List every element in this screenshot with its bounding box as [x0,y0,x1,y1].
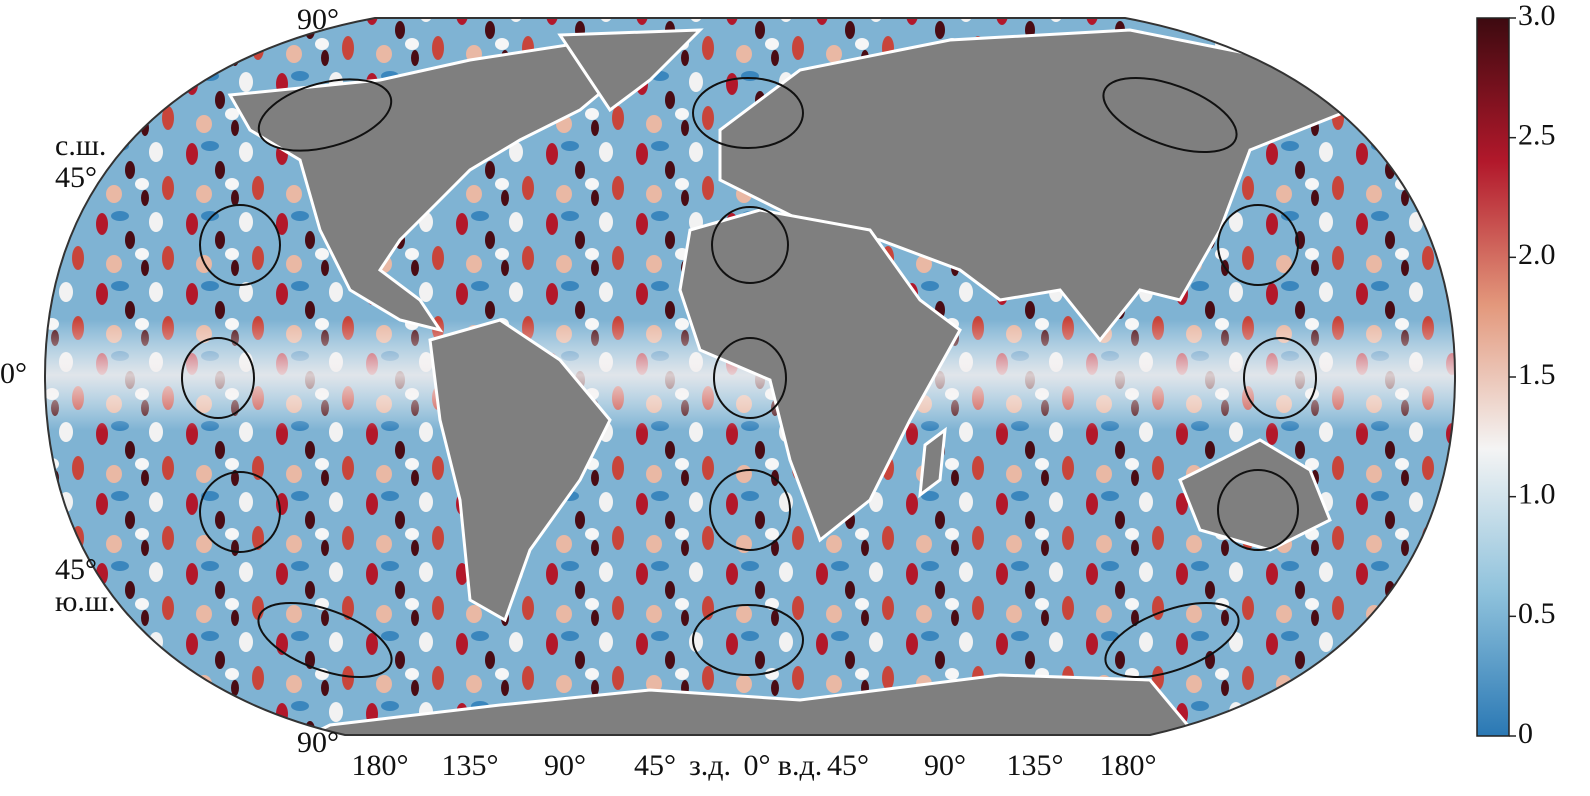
lon-label: 135° [442,749,499,782]
colorbar-ticks: 0 0.5 1.0 1.5 2.0 2.5 3.0 [1509,0,1556,750]
region-ring [692,604,804,676]
colorbar-tick-label: 2.5 [1518,119,1556,152]
lat-label: с.ш. [55,129,106,162]
south-america [428,318,612,623]
lon-label: 45° [827,749,869,782]
map-outline [43,17,1457,736]
lon-label: з.д. [689,749,731,782]
region-ring [199,204,281,286]
colorbar-tick-label: 0 [1518,717,1533,750]
madagascar [918,426,947,499]
region-ring [257,602,393,678]
lat-label: 45° [55,161,97,194]
region-ring [709,469,791,551]
region-ring [711,206,789,284]
lon-label: 180° [1100,749,1157,782]
region-ring [181,337,255,419]
region-ring [713,337,787,419]
region-ring [1243,337,1317,419]
greenland [557,28,704,113]
lon-label: 90° [924,749,966,782]
colorbar-tick-label: 3.0 [1518,0,1556,32]
colorbar-tick-label: 1.5 [1518,358,1556,391]
region-ring [1217,469,1299,551]
lat-label: 90° [297,726,339,759]
australia [1178,438,1332,552]
lon-label: 45° [634,749,676,782]
colorbar-tick-label: 1.0 [1518,478,1556,511]
lat-label: 90° [297,3,339,36]
lat-label: 45° [55,553,97,586]
region-ring [1217,204,1299,286]
region-ring [1104,602,1240,678]
lon-labels: 180° 135° 90° 45° з.д. 0° в.д. 45° 90° 135° 180° [352,749,1157,782]
region-ring [1102,77,1238,153]
lat-label: ю.ш. [55,585,116,618]
colorbar-tick-label: 0.5 [1518,597,1556,630]
region-ring [257,78,393,152]
africa [678,208,962,543]
antarctica [299,673,1204,735]
colorbar-tick-label: 2.0 [1518,238,1556,271]
colorbar [1476,17,1510,737]
lon-label: в.д. [778,749,822,782]
lon-label: 135° [1007,749,1064,782]
lon-label: 180° [352,749,409,782]
map-body [45,18,1455,735]
lon-label: 90° [544,749,586,782]
region-ring [199,471,281,553]
lat-label: 0° [0,357,27,390]
lon-label: 0° [744,749,771,782]
region-ring [692,77,804,149]
